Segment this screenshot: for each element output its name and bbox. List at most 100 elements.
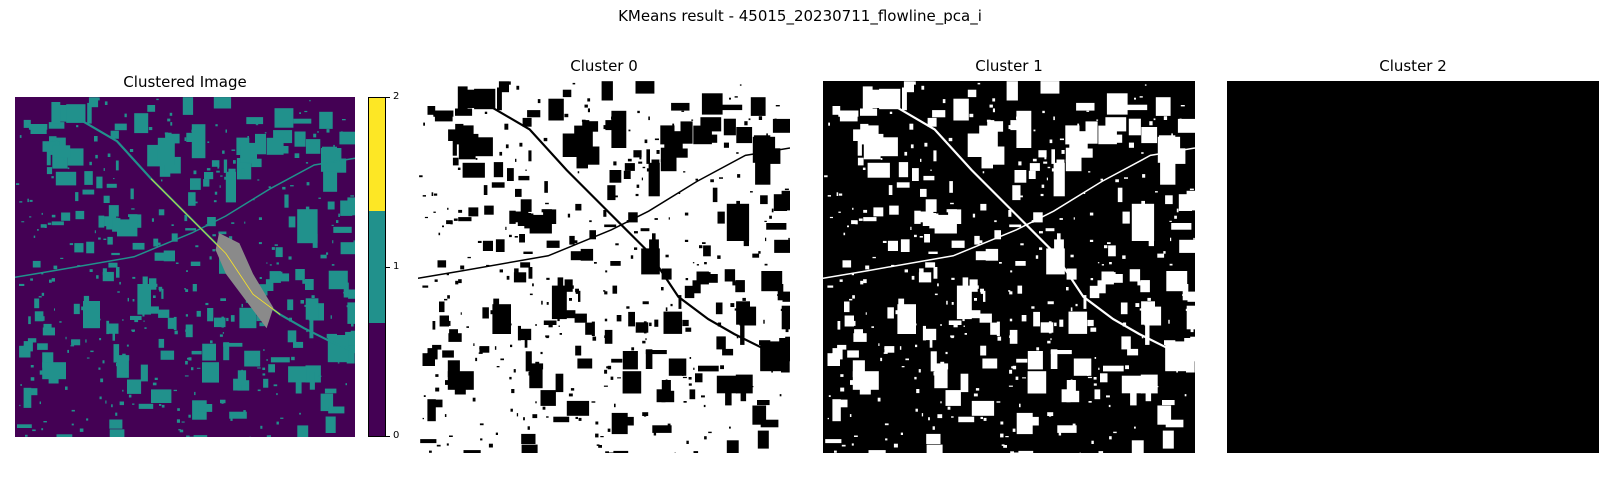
raster-patch [525, 169, 527, 171]
colorbar-tick-label-2: 2 [393, 91, 400, 102]
raster-patch [16, 183, 20, 185]
raster-patch [1045, 228, 1055, 232]
raster-patch [885, 438, 888, 441]
raster-patch [883, 352, 888, 354]
raster-patch [993, 121, 1004, 132]
raster-patch [1047, 340, 1051, 344]
raster-patch [218, 231, 227, 235]
raster-patch [532, 414, 538, 419]
raster-patch [222, 332, 224, 334]
raster-patch [569, 298, 572, 301]
raster-patch [692, 280, 701, 294]
raster-patch [422, 195, 426, 197]
raster-patch [23, 387, 32, 408]
raster-patch [900, 239, 910, 252]
raster-patch [758, 116, 763, 120]
raster-patch [948, 320, 962, 325]
raster-patch [246, 117, 264, 125]
raster-patch [204, 172, 214, 180]
raster-patch [587, 108, 590, 113]
raster-patch [186, 435, 190, 437]
raster-patch [1186, 360, 1195, 373]
raster-patch [61, 212, 71, 221]
raster-patch [310, 332, 313, 336]
raster-patch [863, 209, 868, 213]
raster-patch [510, 344, 513, 348]
raster-patch [19, 283, 25, 286]
raster-patch [1162, 430, 1174, 449]
raster-patch [340, 274, 343, 276]
raster-patch [1145, 323, 1150, 345]
raster-patch [226, 317, 229, 322]
raster-patch [475, 137, 493, 157]
raster-patch [660, 159, 663, 162]
raster-patch [928, 417, 930, 421]
raster-patch [479, 423, 484, 426]
raster-patch [244, 221, 246, 224]
raster-patch [788, 314, 790, 317]
raster-patch [930, 351, 937, 372]
raster-patch [122, 319, 124, 321]
raster-patch [269, 271, 281, 283]
raster-patch [852, 207, 854, 210]
raster-patch [736, 301, 750, 325]
raster-patch [103, 195, 110, 203]
raster-patch [710, 179, 714, 183]
raster-patch [781, 305, 790, 330]
raster-patch [1008, 125, 1011, 130]
raster-patch [535, 324, 537, 326]
raster-patch [326, 129, 330, 133]
raster-patch [419, 175, 423, 178]
raster-patch [51, 221, 64, 226]
raster-patch [144, 327, 147, 329]
raster-patch [325, 416, 336, 433]
raster-patch [930, 169, 932, 171]
raster-patch [1115, 179, 1119, 183]
cluster-2-raster [1227, 81, 1599, 453]
raster-patch [985, 248, 999, 261]
raster-patch [214, 317, 226, 328]
raster-patch [715, 302, 723, 315]
raster-patch [1010, 451, 1014, 453]
raster-patch [604, 369, 608, 374]
raster-patch [184, 375, 189, 377]
raster-patch [734, 96, 738, 98]
raster-patch [909, 123, 914, 130]
raster-patch [326, 252, 329, 255]
raster-patch [107, 236, 113, 245]
raster-patch [624, 417, 627, 422]
raster-patch [1009, 318, 1013, 322]
raster-patch [601, 81, 613, 101]
raster-patch [30, 127, 33, 130]
raster-patch [654, 218, 658, 220]
raster-patch [149, 278, 157, 290]
raster-patch [478, 352, 483, 354]
raster-patch [921, 413, 924, 417]
clustered-image-raster [15, 97, 355, 437]
raster-patch [535, 401, 537, 404]
raster-patch [523, 251, 533, 254]
raster-patch [1070, 379, 1073, 382]
raster-patch [309, 100, 311, 102]
raster-patch [444, 298, 448, 301]
raster-patch [347, 302, 355, 324]
raster-patch [878, 343, 880, 346]
raster-patch [661, 390, 675, 403]
raster-patch [670, 303, 673, 307]
raster-patch [19, 345, 31, 358]
raster-patch [171, 233, 178, 242]
raster-patch [161, 288, 164, 299]
raster-patch [330, 204, 333, 209]
raster-patch [38, 296, 42, 298]
raster-patch [220, 298, 226, 301]
raster-patch [536, 381, 541, 383]
raster-patch [1098, 367, 1100, 370]
raster-patch [574, 125, 593, 156]
raster-patch [543, 137, 548, 142]
raster-patch [775, 105, 780, 107]
raster-patch [76, 125, 79, 128]
raster-patch [287, 330, 297, 343]
raster-patch [614, 403, 616, 408]
raster-patch [241, 369, 243, 372]
raster-patch [71, 423, 74, 426]
